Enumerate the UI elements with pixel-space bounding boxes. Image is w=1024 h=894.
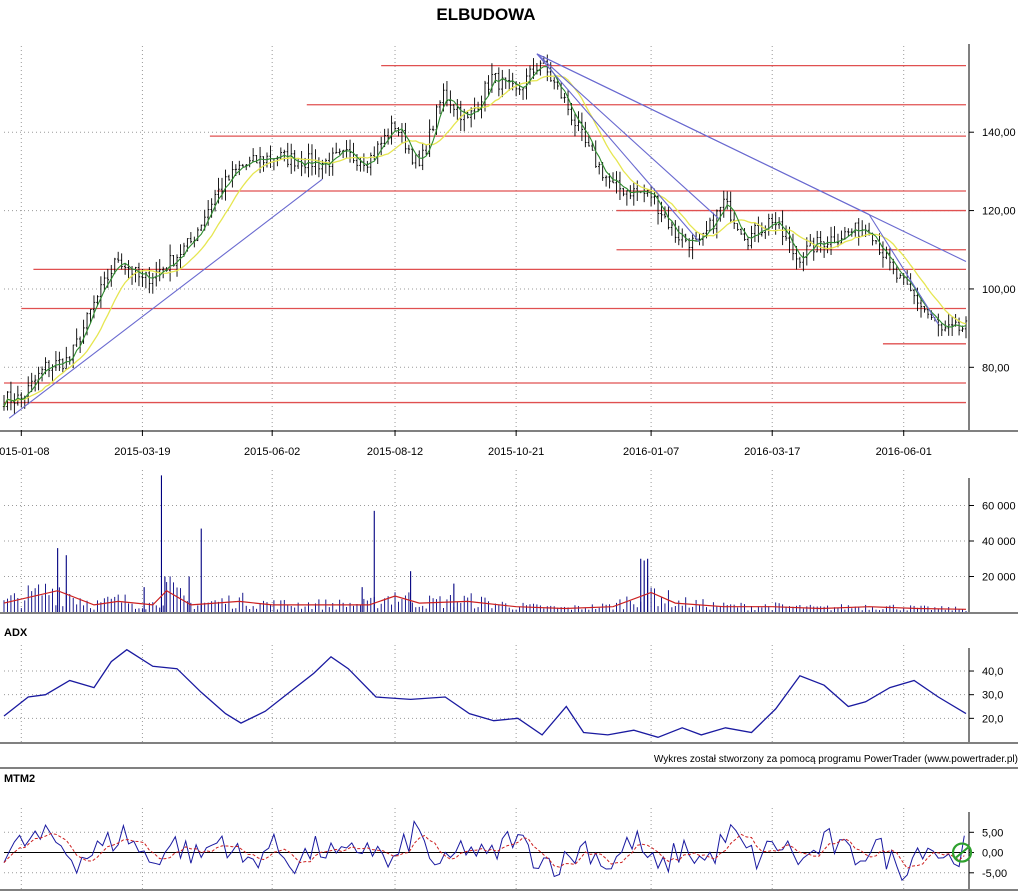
y-tick-label: 60 000 (982, 501, 1016, 513)
mtm-line (3, 820, 965, 882)
y-tick-label: 20 000 (982, 572, 1016, 584)
adx-panel: 20,0 30,0 40,0 ADX (0, 627, 1018, 744)
mtm-label: MTM2 (4, 773, 35, 785)
y-tick-label: 20,0 (982, 713, 1003, 725)
trend-line (536, 53, 870, 215)
adx-label: ADX (4, 627, 28, 639)
y-tick-label: 40 000 (982, 536, 1016, 548)
volume-average-line (3, 589, 967, 610)
signal-marker-arrow (955, 846, 969, 859)
y-tick-label: 120,00 (982, 206, 1016, 218)
x-tick-label: 2016-01-07 (623, 446, 679, 458)
adx-line (3, 648, 967, 738)
y-tick-label: 0,00 (982, 848, 1003, 860)
x-tick-label: 2015-08-12 (367, 446, 423, 458)
moving-average-long (3, 75, 967, 407)
y-tick-label: 5,00 (982, 827, 1003, 839)
candles (2, 54, 968, 415)
volume-panel: 20 000 40 000 60 000 (0, 470, 1018, 614)
moving-average-short (3, 66, 967, 407)
x-tick-label: 2016-03-17 (744, 446, 800, 458)
x-tick-label: 2015-06-02 (244, 446, 300, 458)
trend-line (868, 214, 939, 325)
x-tick-label: 2016-06-01 (876, 446, 932, 458)
y-tick-label: 100,00 (982, 284, 1016, 296)
mtm-panel: 5,00 0,00 -5,00 MTM2 (0, 767, 1018, 891)
chart-title: ELBUDOWA (436, 5, 535, 24)
volume-bars (3, 475, 967, 612)
trend-line (8, 178, 323, 419)
x-tick-label: 2015-03-19 (114, 446, 170, 458)
y-tick-label: 140,00 (982, 127, 1016, 139)
price-panel: 80,00 100,00 120,00 140,00 2015-01-08 2015-03… (0, 44, 1018, 458)
signal-marker-circle (951, 842, 973, 863)
trend-line (536, 53, 719, 219)
y-tick-label: 80,00 (982, 362, 1010, 374)
credit-text: Wykres został stworzony za pomocą progra… (654, 754, 1018, 765)
y-tick-label: -5,00 (982, 868, 1007, 880)
trend-line (536, 53, 700, 243)
y-tick-label: 40,0 (982, 666, 1003, 678)
x-tick-label: 2015-10-21 (488, 446, 544, 458)
y-tick-label: 30,0 (982, 690, 1003, 702)
mtm-signal-line (3, 833, 965, 869)
x-tick-label: 2015-01-08 (0, 446, 49, 458)
